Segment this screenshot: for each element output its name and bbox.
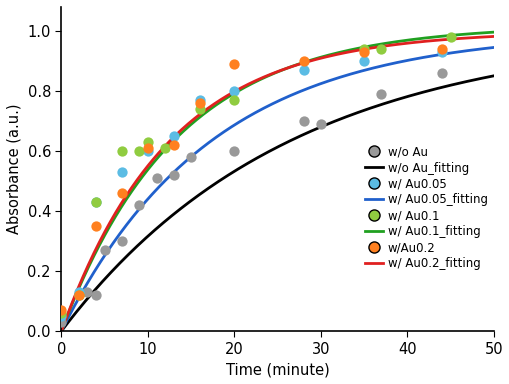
Point (144, 148, 152, 154)
Point (187, 154, 195, 160)
Point (144, 139, 152, 145)
Point (445, 34, 454, 40)
Point (57, 319, 65, 325)
Point (377, 46, 385, 52)
Point (195, 97, 204, 103)
Point (230, 148, 238, 154)
Point (299, 67, 307, 73)
Point (57, 307, 65, 313)
Point (169, 172, 178, 178)
Point (118, 190, 126, 196)
Point (437, 70, 445, 76)
Point (230, 61, 238, 67)
Point (74, 292, 82, 298)
Point (92, 223, 100, 229)
Point (92, 292, 100, 298)
Point (230, 88, 238, 94)
Point (100, 247, 108, 253)
Point (437, 46, 445, 52)
Point (74, 292, 82, 298)
Point (57, 313, 65, 319)
Point (92, 199, 100, 205)
Point (92, 199, 100, 205)
Point (169, 142, 178, 148)
Point (359, 58, 367, 64)
Point (74, 292, 82, 298)
X-axis label: Time (minute): Time (minute) (225, 362, 329, 377)
Point (169, 133, 178, 139)
Point (144, 145, 152, 151)
Point (135, 202, 143, 208)
Point (195, 106, 204, 112)
Point (437, 49, 445, 55)
Point (135, 148, 143, 154)
Point (118, 238, 126, 244)
Point (74, 289, 82, 295)
Point (299, 58, 307, 64)
Point (230, 97, 238, 103)
Point (316, 121, 324, 127)
Point (118, 169, 126, 175)
Y-axis label: Absorbance (a.u.): Absorbance (a.u.) (7, 104, 22, 234)
Point (377, 91, 385, 97)
Point (118, 148, 126, 154)
Point (299, 118, 307, 124)
Point (161, 145, 169, 151)
Point (195, 100, 204, 106)
Point (152, 175, 160, 181)
Point (359, 49, 367, 55)
Point (359, 46, 367, 52)
Point (83, 289, 91, 295)
Legend: w/o Au, w/o Au_fitting, w/ Au0.05, w/ Au0.05_fitting, w/ Au0.1, w/ Au0.1_fitting: w/o Au, w/o Au_fitting, w/ Au0.05, w/ Au… (364, 146, 487, 270)
Point (57, 310, 65, 316)
